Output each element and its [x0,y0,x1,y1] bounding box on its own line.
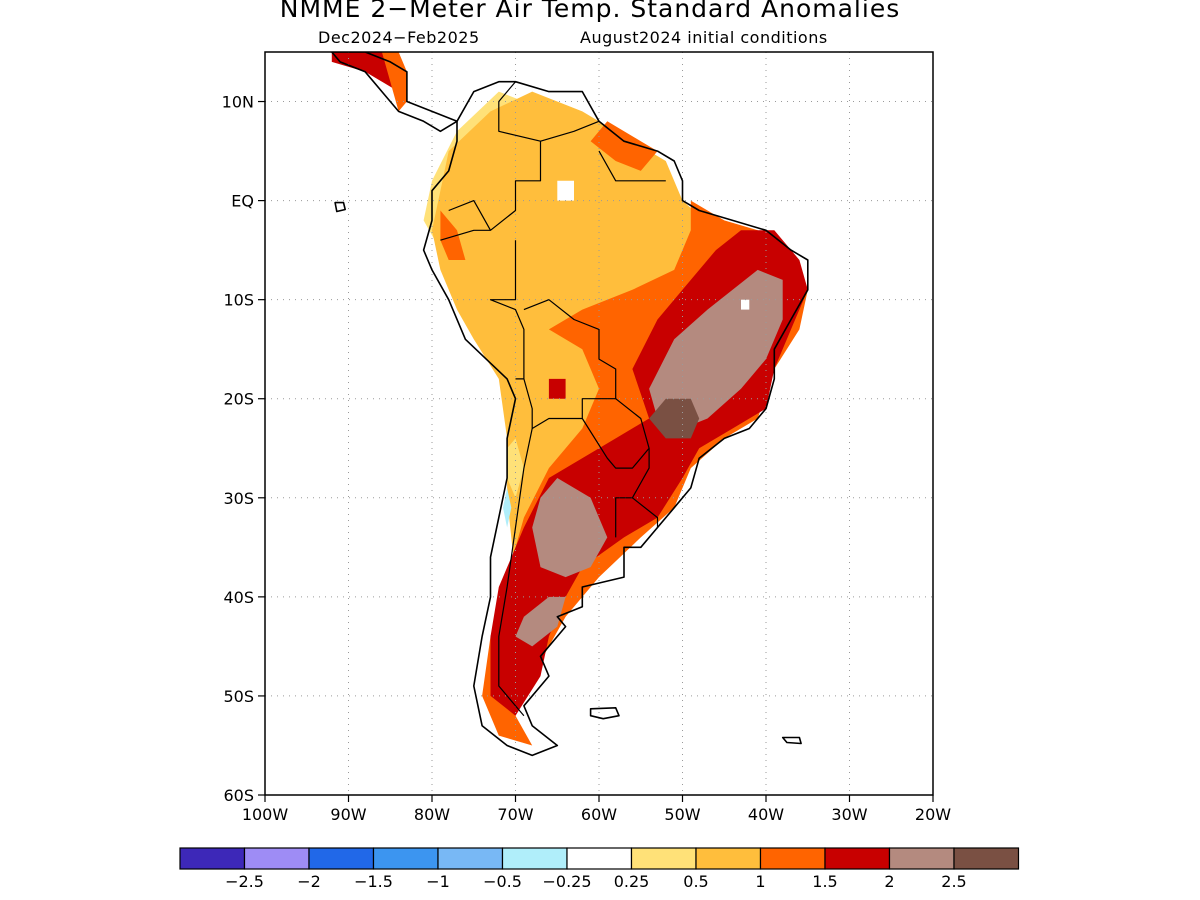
lon-tick-label: 100W [242,805,289,824]
lon-tick-label: 30W [831,805,867,824]
country-border-0 [440,120,600,241]
lon-tick-label: 80W [414,805,450,824]
colorbar-swatch [953,847,1020,870]
anomaly-region-5 [532,478,608,578]
lat-tick-label: 60S [223,786,254,805]
colorbar-swatch [501,847,568,870]
anomaly-region-12 [381,52,407,112]
lat-tick-label: 10N [222,93,254,112]
colorbar-swatch [308,847,375,870]
coastline-south-georgia [781,736,802,745]
colorbar: −2.5 −2 −1.5 −1 −0.5 −0.25 0.25 0.5 1 1.5 2 2.5 [179,847,1020,891]
country-border-1 [498,81,541,142]
colorbar-label: −0.25 [542,872,591,891]
lon-tick-label: 40W [748,805,784,824]
anomaly-region-15 [557,180,574,201]
colorbar-label: 0.5 [683,872,708,891]
lat-tick-label: 10S [223,291,254,310]
country-borders-layer [440,81,666,717]
colorbar-label: 2 [884,872,894,891]
coastline-south-america [422,80,809,757]
country-border-9 [598,150,666,182]
anomaly-region-7 [649,398,700,439]
colorbar-swatch [437,847,504,870]
colorbar-label: −1.5 [354,872,393,891]
colorbar-label: 1 [755,872,765,891]
anomaly-region-6 [515,596,566,647]
coastline-central-america [330,52,458,133]
lat-tick-label: 20S [223,390,254,409]
initial-conditions: August2024 initial conditions [580,28,828,47]
forecast-period: Dec2024−Feb2025 [318,28,480,47]
colorbar-label: −1 [426,872,450,891]
colorbar-label: −2 [297,872,321,891]
colorbar-label: 2.5 [941,872,966,891]
colorbar-swatch [695,847,762,870]
colorbar-swatch [630,847,697,870]
map-title: NMME 2−Meter Air Temp. Standard Anomalie… [279,0,901,23]
anomaly-region-14 [548,378,566,399]
colorbar-label: −2.5 [225,872,264,891]
lon-tick-label: 50W [664,805,700,824]
anomaly-region-10 [590,121,658,171]
lon-tick-label: 70W [497,805,533,824]
lon-tick-label: 60W [581,805,617,824]
anomaly-region-13 [440,210,466,260]
coastline-falkland-islands [589,706,620,720]
colorbar-swatch [888,847,955,870]
colorbar-swatch [566,847,633,870]
lat-tick-label: 30S [223,489,254,508]
anomaly-region-8 [507,438,524,498]
coastlines-layer [330,52,809,757]
country-border-6 [498,428,533,717]
lat-tick-label: 50S [223,687,254,706]
country-border-2 [448,200,492,231]
country-border-8 [632,497,659,528]
colorbar-label: 1.5 [812,872,837,891]
country-border-3 [489,240,525,380]
lon-tick-label: 90W [330,805,366,824]
colorbar-label: −0.5 [483,872,522,891]
country-border-5 [581,398,650,469]
colorbar-swatch [824,847,891,870]
colorbar-swatch [759,847,826,870]
lat-tick-label: 40S [223,588,254,607]
lat-tick-label: EQ [231,192,254,211]
colorbar-swatch [243,847,310,870]
lon-tick-label: 20W [915,805,951,824]
colorbar-swatch [372,847,439,870]
colorbar-swatch [179,847,246,870]
coastline-galapagos [334,201,347,213]
colorbar-label: 0.25 [614,872,650,891]
anomaly-region-16 [741,299,750,310]
